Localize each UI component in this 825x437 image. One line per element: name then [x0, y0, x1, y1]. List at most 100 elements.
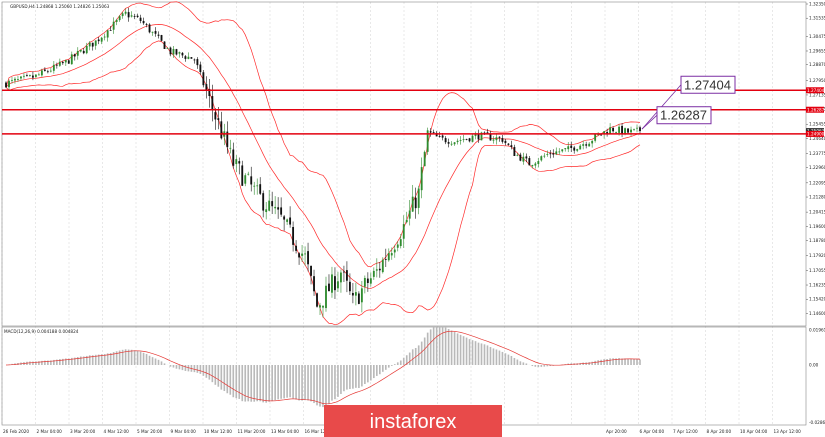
- candle-body: [229, 147, 232, 149]
- candle-body: [124, 11, 127, 14]
- logo-text: instaforex: [370, 411, 457, 433]
- candle-body: [310, 265, 312, 276]
- candle-body: [588, 143, 591, 147]
- candle-body: [205, 84, 208, 92]
- candle-body: [453, 142, 456, 145]
- candle-body: [525, 156, 528, 159]
- candle-body: [313, 276, 315, 292]
- candle-body: [474, 134, 477, 137]
- candle-body: [115, 19, 118, 22]
- candle-body: [480, 132, 483, 141]
- candle-body: [471, 135, 474, 142]
- x-tick-label: 5 Mar 20:00: [137, 429, 163, 434]
- candle-body: [55, 64, 58, 66]
- candle-body: [519, 154, 522, 161]
- candle-body: [609, 127, 612, 134]
- candle-body: [67, 60, 70, 64]
- x-tick-label: 9 Mar 04:00: [171, 429, 197, 434]
- price-box-label: 1.26287: [807, 107, 825, 112]
- candle-body: [160, 35, 163, 41]
- x-tick-label: 13 Apr 12:00: [774, 429, 802, 434]
- candle-body: [543, 155, 546, 157]
- y-tick-label: 1.28870: [809, 62, 825, 67]
- candle-body: [363, 277, 366, 287]
- macd-tick-label: 0.019612: [809, 328, 825, 333]
- candle-body: [456, 140, 459, 143]
- candle-body: [627, 128, 629, 133]
- y-tick-label: 1.25455: [809, 122, 825, 127]
- y-tick-label: 1.31535: [809, 16, 825, 21]
- candle-body: [585, 144, 588, 146]
- candle-body: [211, 96, 214, 110]
- candle-body: [366, 278, 369, 283]
- candle-body: [483, 132, 486, 134]
- candle-body: [238, 161, 241, 164]
- candle-body: [612, 127, 615, 132]
- candle-body: [441, 135, 444, 138]
- candle-body: [531, 165, 534, 167]
- chart-header: GBPUSD,H4 1.24868 1.25060 1.24826 1.2506…: [10, 4, 110, 9]
- candle-body: [139, 17, 142, 21]
- candle-body: [615, 132, 618, 133]
- candle-body: [64, 60, 67, 63]
- candle-body: [37, 74, 40, 76]
- macd-signal-line: [5, 330, 641, 405]
- candle-body: [130, 15, 133, 17]
- y-tick-label: 1.21280: [809, 195, 825, 200]
- candle-body: [175, 49, 178, 55]
- candle-body: [429, 131, 432, 133]
- candle-body: [534, 163, 537, 166]
- candle-body: [325, 285, 327, 309]
- main-frame: [1, 1, 807, 327]
- candle-body: [280, 207, 283, 215]
- y-tick-label: 1.22960: [809, 165, 825, 170]
- candle-body: [232, 149, 235, 166]
- candle-body: [393, 249, 396, 253]
- candle-body: [262, 193, 265, 211]
- price-box: [806, 130, 824, 137]
- candle-body: [331, 274, 333, 293]
- candle-body: [109, 29, 112, 31]
- candle-body: [28, 75, 31, 76]
- candle-body: [307, 251, 309, 265]
- candle-body: [369, 278, 372, 284]
- candle-body: [268, 200, 271, 211]
- candle-body: [591, 140, 594, 144]
- candle-body: [169, 47, 172, 55]
- upper-band: [5, 1, 641, 268]
- candle-body: [603, 131, 606, 135]
- candle-body: [390, 253, 393, 256]
- y-tick-label: 1.20415: [809, 210, 825, 215]
- candle-body: [265, 209, 268, 213]
- candle-body: [181, 52, 184, 56]
- x-tick-label: 13 Mar 04:00: [271, 429, 299, 434]
- candle-body: [43, 69, 46, 71]
- y-tick-label: 1.16235: [809, 283, 825, 288]
- candle-body: [498, 136, 501, 138]
- candle-body: [58, 61, 61, 66]
- y-tick-label: 1.17920: [809, 253, 825, 258]
- price-axis: 1.32350 1.31535 1.30475 1.29655 1.28870 1.279…: [806, 2, 825, 316]
- annotation-box: [680, 75, 736, 94]
- y-tick-label: 1.24640: [809, 136, 825, 141]
- candle-body: [319, 305, 321, 308]
- candle-body: [11, 79, 13, 81]
- candle-body: [405, 219, 408, 223]
- candle-body: [76, 51, 79, 56]
- candle-body: [360, 288, 363, 303]
- candle-body: [106, 30, 109, 38]
- x-tick-label: 7 Apr 12:00: [673, 429, 698, 434]
- candle-body: [145, 24, 148, 25]
- candle-body: [88, 42, 91, 47]
- candle-body: [112, 21, 115, 30]
- candle-body: [142, 20, 145, 24]
- x-tick-label: 10 Apr 04:00: [740, 429, 768, 434]
- annotation-box: [656, 106, 712, 125]
- x-tick-label: 2 Mar 04:00: [37, 429, 63, 434]
- candle-body: [85, 45, 88, 54]
- candle-body: [118, 16, 121, 21]
- candle-body: [292, 226, 295, 245]
- y-tick-label: 1.15420: [809, 297, 825, 302]
- candle-body: [351, 292, 354, 296]
- candle-body: [507, 143, 510, 145]
